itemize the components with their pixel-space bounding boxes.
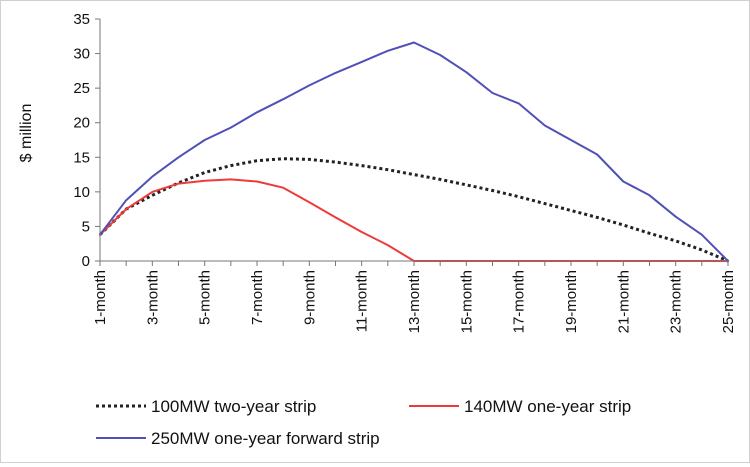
y-tick-label: 35 [73, 11, 90, 28]
y-tick-label: 0 [82, 253, 90, 270]
x-tick-label: 23-month [668, 270, 685, 333]
x-tick-label: 13-month [406, 270, 423, 333]
axes [99, 19, 728, 262]
legend-label-3: 250MW one-year forward strip [151, 429, 380, 448]
x-tick-label: 25-month [720, 270, 737, 333]
legend: 100MW two-year strip 140MW one-year strip… [96, 397, 631, 448]
y-axis-label: $ million [18, 104, 35, 163]
legend-label-2: 140MW one-year strip [464, 397, 631, 416]
x-tick-label: 17-month [511, 270, 528, 333]
x-tick-label: 21-month [615, 270, 632, 333]
y-tick-label: 30 [73, 46, 90, 63]
x-tick-label: 19-month [563, 270, 580, 333]
y-tick-label: 5 [82, 218, 90, 235]
series-line-2 [99, 178, 729, 262]
y-tick-label: 10 [73, 184, 90, 201]
y-tick-label: 20 [73, 115, 90, 132]
x-tick-label: 1-month [92, 270, 109, 325]
x-tick-label: 3-month [144, 270, 161, 325]
series-line-3 [99, 41, 729, 262]
series-lines [98, 41, 729, 263]
x-tick-label: 15-month [458, 270, 475, 333]
y-tick-label: 15 [73, 149, 90, 166]
x-tick-label: 9-month [301, 270, 318, 325]
legend-label-1: 100MW two-year strip [151, 397, 316, 416]
x-tick-label: 11-month [354, 270, 371, 332]
x-tick-label: 7-month [249, 270, 266, 325]
x-axis-ticks: 1-month 3-month 5-month 7-month 9-month 11-mo… [92, 261, 737, 333]
series-line-1 [98, 157, 729, 263]
x-tick-label: 5-month [197, 270, 214, 325]
y-axis-ticks: 0 5 10 15 20 25 30 35 [73, 11, 100, 270]
y-tick-label: 25 [73, 80, 90, 97]
